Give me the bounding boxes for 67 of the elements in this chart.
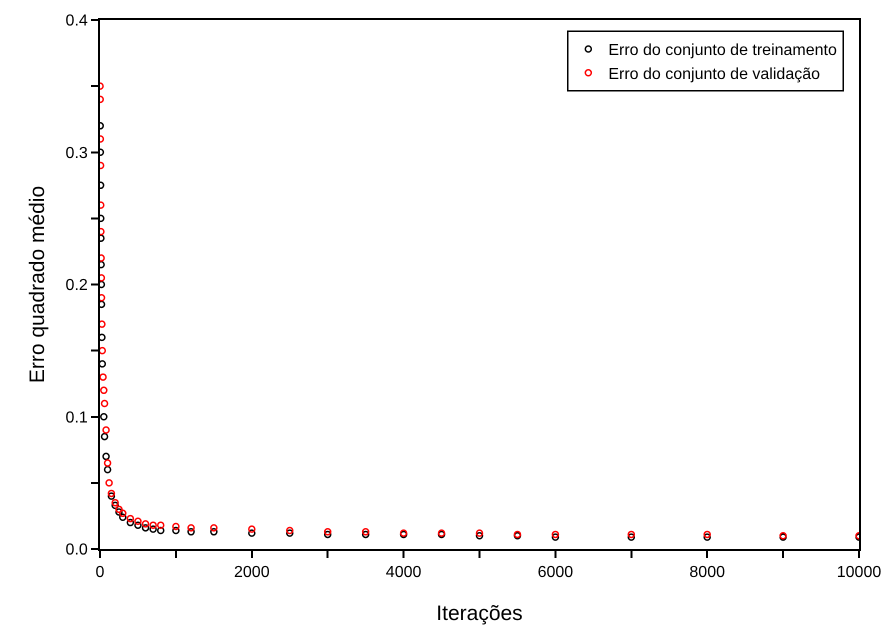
y-tick-label: 0.0	[66, 542, 88, 559]
legend-label: Erro do conjunto de treinamento	[608, 42, 838, 60]
point	[100, 346, 106, 354]
point	[100, 373, 107, 381]
point	[115, 506, 123, 514]
point	[703, 530, 711, 538]
point	[104, 459, 112, 467]
point	[100, 360, 106, 368]
point	[111, 498, 119, 506]
point	[108, 490, 116, 498]
point	[628, 530, 636, 538]
point	[703, 533, 711, 541]
point	[552, 533, 560, 541]
point	[100, 432, 108, 440]
y-axis-title: Erro quadrado médio	[26, 186, 50, 384]
point	[126, 514, 134, 522]
point	[100, 386, 108, 394]
point	[187, 524, 195, 532]
point	[476, 529, 484, 537]
y-tick-label: 0.2	[66, 277, 88, 294]
point	[149, 525, 157, 533]
point	[172, 522, 180, 530]
x-tick-label: 10000	[836, 564, 882, 582]
point	[476, 532, 484, 540]
y-tick-label: 0.3	[66, 144, 88, 162]
x-tick-label: 8000	[689, 564, 726, 582]
point	[134, 521, 142, 529]
point	[187, 528, 195, 536]
point	[105, 479, 113, 487]
x-axis-title: Iterações	[436, 602, 523, 625]
point	[248, 529, 256, 537]
x-tick-label: 4000	[386, 564, 422, 582]
point	[119, 510, 127, 518]
point	[102, 452, 110, 460]
point	[108, 492, 116, 500]
point	[324, 528, 332, 536]
point	[115, 508, 123, 516]
point	[149, 521, 157, 529]
point	[362, 528, 370, 536]
point	[286, 526, 294, 534]
point	[102, 426, 110, 434]
point	[248, 525, 256, 533]
point	[100, 400, 108, 408]
point	[142, 520, 150, 528]
point	[552, 530, 560, 538]
point	[172, 526, 180, 534]
point	[142, 524, 150, 532]
x-tick-label: 0	[96, 564, 105, 582]
point	[100, 413, 108, 420]
point	[104, 466, 112, 474]
point	[119, 514, 127, 522]
x-tick-label: 6000	[538, 564, 574, 582]
point	[111, 502, 119, 510]
point	[134, 517, 142, 525]
point	[210, 524, 218, 532]
point	[362, 530, 370, 538]
y-tick-label: 0.1	[66, 409, 88, 426]
point	[156, 521, 164, 529]
legend-label: Erro do conjunto de validação	[608, 66, 820, 84]
point	[628, 533, 636, 541]
x-tick-label: 2000	[234, 564, 270, 582]
point	[126, 518, 134, 526]
point	[156, 526, 164, 534]
y-tick-label: 0.4	[66, 12, 88, 30]
point	[324, 530, 332, 538]
point	[286, 529, 294, 537]
point	[210, 528, 218, 536]
